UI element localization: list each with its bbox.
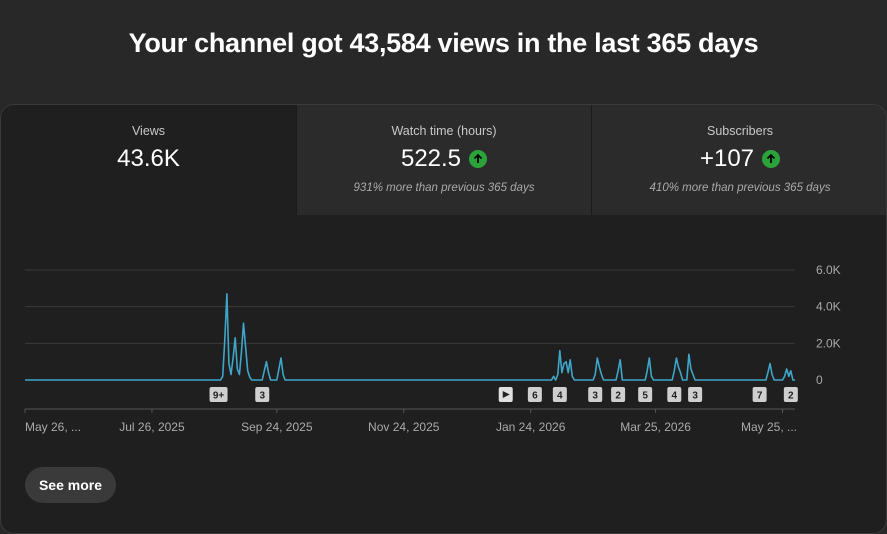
metric-label: Views xyxy=(131,124,166,138)
x-tick-label: Mar 25, 2026 xyxy=(620,420,691,434)
metric-label: Subscribers xyxy=(707,124,773,138)
annotation-marker-label: 2 xyxy=(615,391,621,402)
metric-value: +107 xyxy=(699,145,755,172)
annotation-marker[interactable]: 2 xyxy=(611,387,626,402)
annotation-marker-label: 3 xyxy=(259,391,265,402)
arrow-up-circle-icon xyxy=(762,150,781,168)
annotation-marker-label: 4 xyxy=(557,391,563,402)
x-tick-label: May 26, ... xyxy=(25,420,81,434)
annotation-marker-label: 2 xyxy=(788,391,794,402)
annotation-marker-label: 5 xyxy=(642,391,648,402)
video-marker-play[interactable] xyxy=(498,387,513,402)
annotation-marker-label: 6 xyxy=(532,391,538,402)
y-tick-label: 0 xyxy=(816,373,823,387)
annotation-marker-label: 3 xyxy=(692,391,698,402)
y-tick-label: 2.0K xyxy=(816,336,841,350)
annotation-marker[interactable]: 9+ xyxy=(209,387,228,402)
annotation-marker[interactable]: 3 xyxy=(688,387,703,402)
annotation-marker-label: 4 xyxy=(672,391,678,402)
y-tick-label: 6.0K xyxy=(816,263,841,277)
metric-comparison: 410% more than previous 365 days xyxy=(649,182,831,194)
annotation-marker-label: 7 xyxy=(757,391,763,402)
x-tick-label: Nov 24, 2025 xyxy=(368,420,440,434)
metric-value: 43.6K xyxy=(117,145,180,172)
views-line-chart[interactable]: 6.0K 4.0K 2.0K 0 May 26, ... Jul 26, 2025 Sep … xyxy=(0,0,887,521)
views-series-line xyxy=(25,292,795,381)
arrow-up-circle-icon xyxy=(469,150,488,168)
x-tick-label: May 25, ... xyxy=(741,420,797,434)
play-icon xyxy=(502,391,510,398)
metric-tab-subscribers[interactable]: Subscribers +107 410% more than previous… xyxy=(591,105,886,215)
annotation-marker-label: 3 xyxy=(592,391,598,402)
metric-label: Watch time (hours) xyxy=(391,124,497,138)
annotation-marker[interactable]: 7 xyxy=(752,387,767,402)
y-tick-label: 4.0K xyxy=(816,300,841,314)
annotation-marker[interactable]: 3 xyxy=(255,387,270,402)
metrics-row: Views 43.6K Watch time (hours) 522.5 931… xyxy=(1,105,886,215)
metric-comparison: 931% more than previous 365 days xyxy=(353,182,535,194)
annotation-marker[interactable]: 4 xyxy=(552,387,567,402)
x-tick-label: Jan 24, 2026 xyxy=(496,420,566,434)
annotation-marker[interactable]: 3 xyxy=(588,387,603,402)
x-tick-label: Sep 24, 2025 xyxy=(241,420,313,434)
page-title: Your channel got 43,584 views in the las… xyxy=(128,28,759,58)
analytics-card: Views 43.6K Watch time (hours) 522.5 931… xyxy=(0,104,887,534)
annotation-marker[interactable]: 4 xyxy=(667,387,682,402)
metric-tab-watch-time[interactable]: Watch time (hours) 522.5 931% more than … xyxy=(296,105,591,215)
x-tick-label: Jul 26, 2025 xyxy=(119,420,185,434)
metric-tab-views[interactable]: Views 43.6K xyxy=(1,105,296,215)
annotation-marker-label: 9+ xyxy=(213,391,225,402)
annotation-marker[interactable]: 2 xyxy=(783,387,798,402)
annotation-marker[interactable]: 5 xyxy=(638,387,653,402)
annotation-marker[interactable]: 6 xyxy=(527,387,542,402)
metric-value: 522.5 xyxy=(400,145,462,172)
see-more-button[interactable]: See more xyxy=(25,467,116,503)
